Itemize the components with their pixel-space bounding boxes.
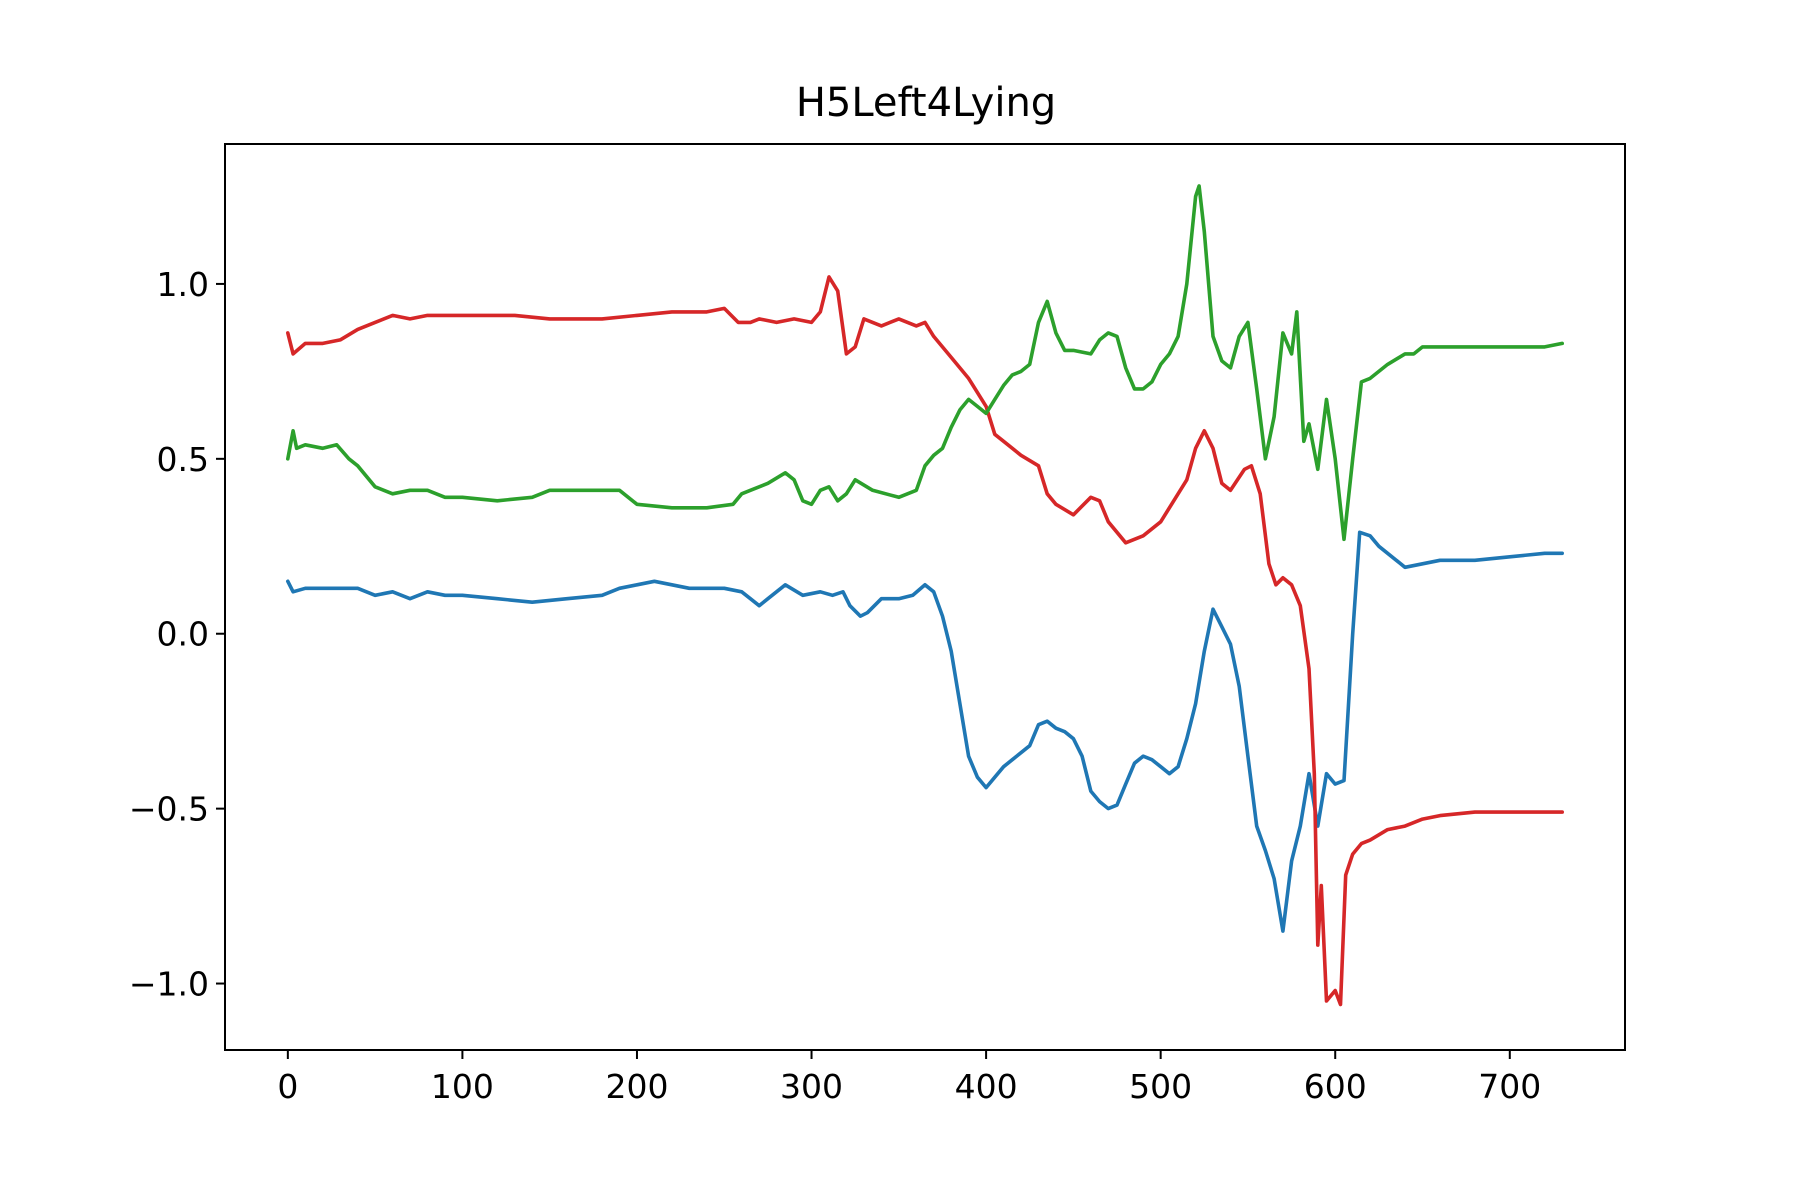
x-tick-label: 500: [1129, 1067, 1192, 1106]
plot-frame: [224, 143, 1626, 1051]
x-tick-label: 400: [955, 1067, 1018, 1106]
ticks-layer: 0 100 200 300 400 500 600 700 1.0 0.5 0.0 −0.5 −1.0: [129, 265, 1541, 1106]
y-tick-label: −0.5: [129, 790, 209, 829]
x-tick-label: 200: [605, 1067, 668, 1106]
series-line-3: [286, 184, 1564, 542]
y-tick-label: −1.0: [129, 965, 209, 1004]
y-tick-label: 1.0: [157, 265, 209, 304]
series-layer: [286, 184, 1564, 1007]
x-tick-label: 100: [431, 1067, 494, 1106]
x-tick-label: 700: [1478, 1067, 1541, 1106]
x-tick-label: 300: [780, 1067, 843, 1106]
y-tick-label: 0.5: [157, 440, 209, 479]
series-line-2: [286, 275, 1564, 1007]
series-line-1: [286, 530, 1564, 933]
x-tick-label: 600: [1304, 1067, 1367, 1106]
x-tick-label: 0: [277, 1067, 298, 1106]
chart-title: H5Left4Lying: [796, 80, 1056, 126]
y-tick-label: 0.0: [157, 615, 209, 654]
